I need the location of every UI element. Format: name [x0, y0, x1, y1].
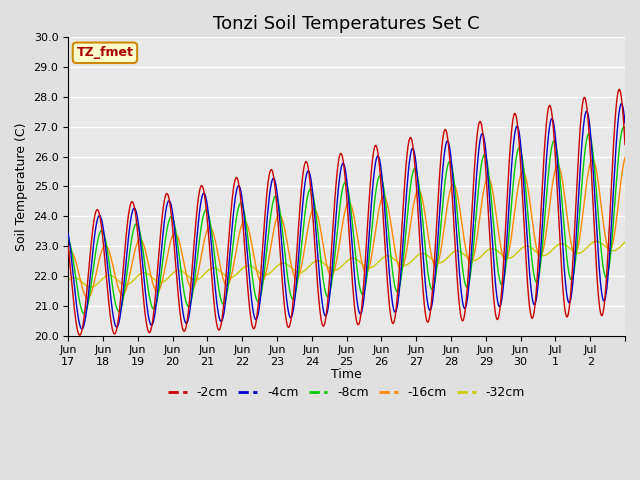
Legend: -2cm, -4cm, -8cm, -16cm, -32cm: -2cm, -4cm, -8cm, -16cm, -32cm [163, 381, 530, 404]
Title: Tonzi Soil Temperatures Set C: Tonzi Soil Temperatures Set C [213, 15, 480, 33]
Text: TZ_fmet: TZ_fmet [77, 46, 133, 60]
Y-axis label: Soil Temperature (C): Soil Temperature (C) [15, 122, 28, 251]
X-axis label: Time: Time [332, 368, 362, 382]
